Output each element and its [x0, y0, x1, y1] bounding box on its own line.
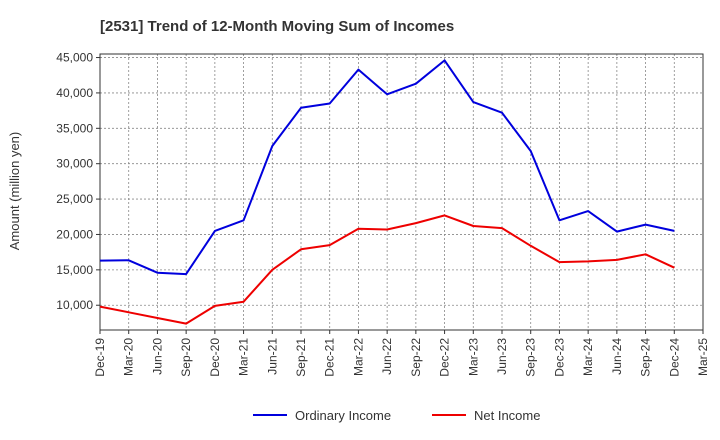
- x-tick-label: Dec-20: [208, 338, 222, 377]
- plot-area: [99, 53, 704, 331]
- y-tick-label: 40,000: [56, 86, 93, 100]
- legend: Ordinary Income Net Income: [253, 408, 540, 423]
- y-tick-label: 25,000: [56, 192, 93, 206]
- series-lines: [99, 59, 675, 325]
- x-tick-label: Mar-24: [581, 338, 595, 376]
- x-tick-label: Jun-23: [495, 338, 509, 375]
- y-tick-label: 15,000: [56, 263, 93, 277]
- y-tick-label: 10,000: [56, 298, 93, 312]
- x-tick-label: Mar-22: [351, 338, 365, 376]
- grid-lines: [100, 54, 703, 330]
- x-tick-label: Jun-21: [265, 338, 279, 375]
- axis-ticks: Dec-19 Mar-20 Jun-20 Sep-20 Dec-20 Mar-21 Jun-…: [56, 51, 710, 377]
- x-tick-label: Sep-20: [179, 338, 193, 377]
- x-tick-label: Dec-23: [552, 338, 566, 377]
- y-axis-label: Amount (million yen): [7, 132, 22, 251]
- legend-label-ordinary-income: Ordinary Income: [295, 408, 391, 423]
- x-tick-label: Dec-21: [323, 338, 337, 377]
- y-tick-label: 35,000: [56, 121, 93, 135]
- y-tick-label: 30,000: [56, 157, 93, 171]
- x-tick-label: Dec-22: [438, 338, 452, 377]
- x-tick-label: Mar-21: [237, 338, 251, 376]
- y-tick-label: 45,000: [56, 51, 93, 65]
- x-tick-label: Jun-20: [150, 338, 164, 375]
- series-line-ordinary-income: [99, 59, 675, 276]
- x-tick-label: Sep-23: [524, 338, 538, 377]
- x-tick-label: Mar-25: [696, 338, 710, 376]
- x-tick-label: Mar-20: [122, 338, 136, 376]
- x-tick-label: Sep-24: [639, 338, 653, 377]
- x-tick-label: Sep-22: [409, 338, 423, 377]
- x-tick-label: Mar-23: [466, 338, 480, 376]
- x-tick-label: Jun-22: [380, 338, 394, 375]
- x-tick-label: Dec-19: [93, 338, 107, 377]
- x-tick-label: Jun-24: [610, 338, 624, 375]
- x-tick-label: Sep-21: [294, 338, 308, 377]
- series-line-net-income: [99, 214, 675, 325]
- legend-label-net-income: Net Income: [474, 408, 540, 423]
- chart-title: [2531] Trend of 12-Month Moving Sum of I…: [100, 18, 454, 35]
- x-tick-label: Dec-24: [667, 338, 681, 377]
- y-tick-label: 20,000: [56, 227, 93, 241]
